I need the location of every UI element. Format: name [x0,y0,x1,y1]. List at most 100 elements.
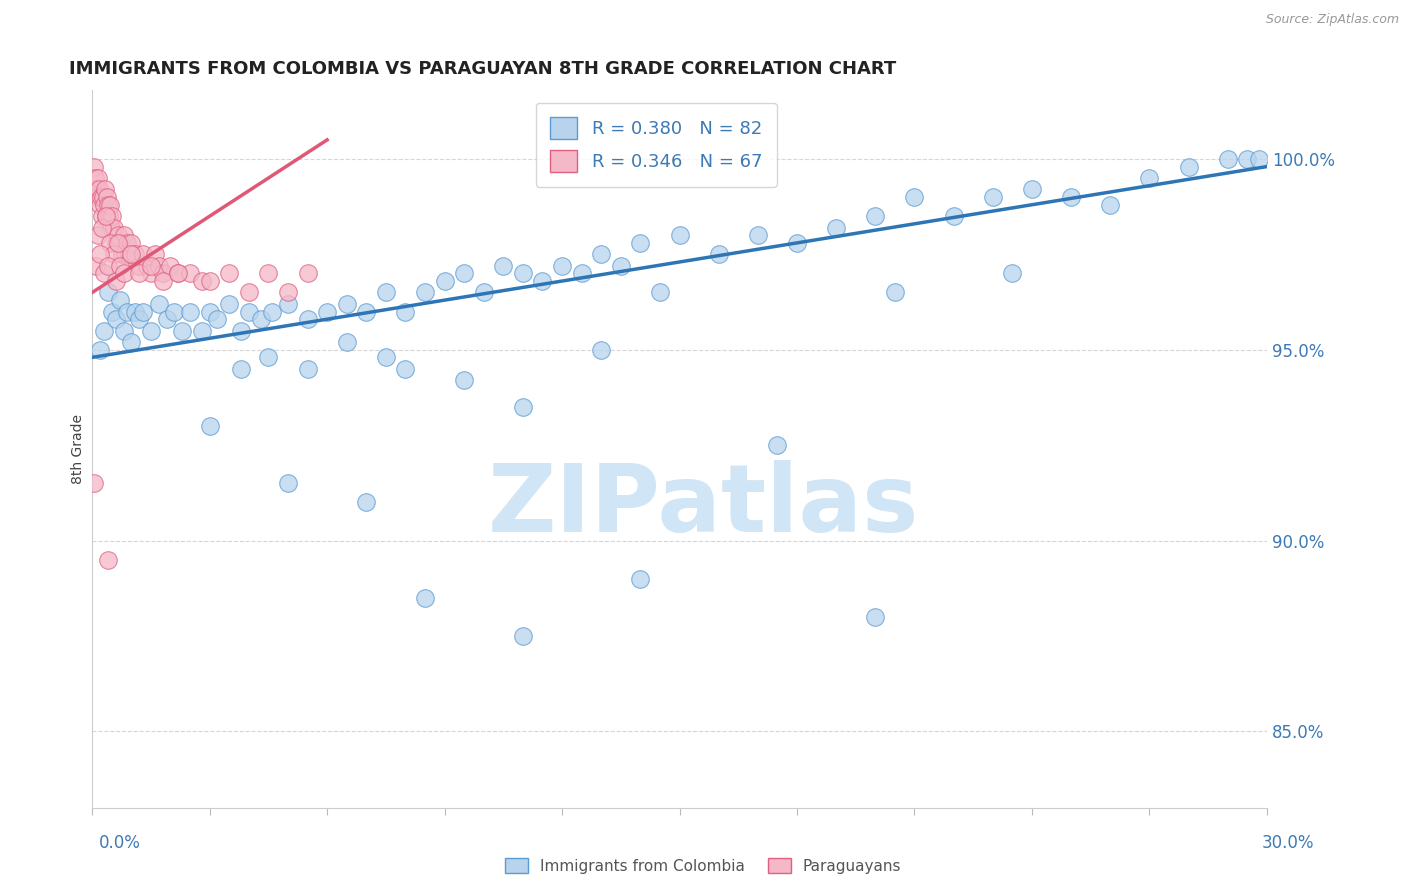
Text: 0.0%: 0.0% [98,834,141,852]
Point [90,190,112,204]
Point [413,285,436,300]
Point [87,228,110,243]
Point [124,247,146,261]
Point [1177,160,1199,174]
Point [1216,152,1239,166]
Point [91,209,114,223]
Point [93,324,115,338]
Y-axis label: 8th Grade: 8th Grade [72,414,86,484]
Point [148,259,170,273]
Point [89,247,111,261]
Point [433,274,456,288]
Point [97,285,120,300]
Point [103,247,125,261]
Point [356,495,378,509]
Point [87,171,110,186]
Point [356,304,378,318]
Point [1247,152,1270,166]
Legend: Immigrants from Colombia, Paraguayans: Immigrants from Colombia, Paraguayans [499,852,907,880]
Point [139,267,162,281]
Point [167,267,190,281]
Point [218,297,240,311]
Point [108,293,131,307]
Point [453,267,475,281]
Point [167,267,190,281]
Point [297,267,319,281]
Point [94,209,117,223]
Point [229,361,252,376]
Point [413,591,436,605]
Point [942,209,965,223]
Point [1021,182,1043,196]
Point [394,304,416,318]
Point [91,190,114,204]
Point [883,285,905,300]
Point [249,312,271,326]
Point [257,267,280,281]
Point [84,259,107,273]
Point [128,259,150,273]
Point [104,235,127,250]
Point [786,235,808,250]
Point [198,274,221,288]
Point [108,235,131,250]
Point [316,304,339,318]
Point [100,220,122,235]
Point [648,285,671,300]
Point [139,324,162,338]
Point [97,259,120,273]
Point [747,228,769,243]
Point [139,259,162,273]
Point [108,259,131,273]
Point [297,361,319,376]
Point [128,312,150,326]
Point [143,247,166,261]
Point [277,476,299,491]
Point [110,247,132,261]
Point [336,297,359,311]
Point [100,209,122,223]
Point [83,476,105,491]
Point [591,247,613,261]
Point [336,335,359,350]
Point [93,198,115,212]
Point [865,610,887,624]
Point [172,324,194,338]
Text: 30.0%: 30.0% [1263,834,1315,852]
Point [229,324,252,338]
Point [218,267,240,281]
Point [512,629,534,643]
Point [374,285,396,300]
Point [198,304,221,318]
Point [91,220,114,235]
Point [628,572,651,586]
Point [238,304,260,318]
Point [394,361,416,376]
Point [132,304,155,318]
Legend: R = 0.380   N = 82, R = 0.346   N = 67: R = 0.380 N = 82, R = 0.346 N = 67 [536,103,776,186]
Point [94,182,117,196]
Point [571,267,593,281]
Point [1139,171,1161,186]
Point [179,267,201,281]
Point [107,228,129,243]
Point [94,209,117,223]
Text: IMMIGRANTS FROM COLOMBIA VS PARAGUAYAN 8TH GRADE CORRELATION CHART: IMMIGRANTS FROM COLOMBIA VS PARAGUAYAN 8… [69,60,896,78]
Point [159,259,181,273]
Point [628,235,651,250]
Point [277,285,299,300]
Text: ZIPatlas: ZIPatlas [488,460,918,552]
Point [117,304,139,318]
Point [453,373,475,387]
Point [155,312,177,326]
Point [707,247,730,261]
Point [297,312,319,326]
Point [207,312,229,326]
Point [112,324,135,338]
Point [124,304,146,318]
Point [86,190,108,204]
Point [84,171,107,186]
Point [117,235,139,250]
Point [107,235,129,250]
Point [981,190,1004,204]
